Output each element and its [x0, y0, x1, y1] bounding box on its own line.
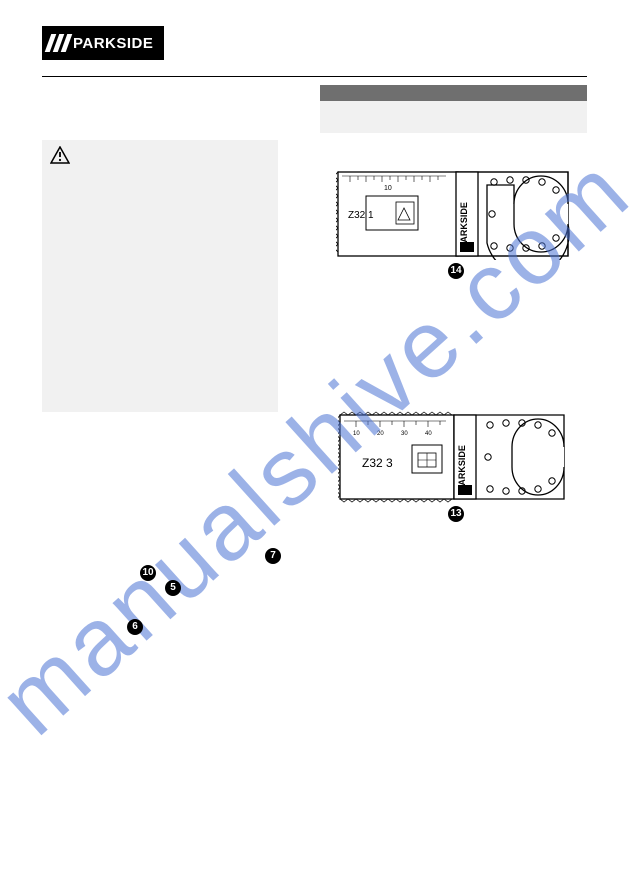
brand-name: PARKSIDE: [73, 35, 153, 52]
section-title-bar: [320, 85, 587, 101]
brand-badge: PARKSIDE: [42, 26, 164, 60]
scale-mark: 10: [384, 185, 392, 192]
blade-illustration-top: 10 Z32 1 PARKSIDE: [336, 168, 572, 260]
callout-6: 6: [127, 619, 143, 635]
brand-stripes-icon: [45, 34, 73, 52]
scale-mark: 30: [401, 431, 408, 437]
scale-mark: 10: [353, 431, 360, 437]
scale-mark: 20: [377, 431, 384, 437]
header: PARKSIDE: [42, 30, 587, 77]
manual-page: PARKSIDE: [0, 0, 629, 892]
callout-5: 5: [165, 580, 181, 596]
blade-model: Z32 1: [348, 210, 374, 221]
blade-brand: PARKSIDE: [459, 202, 469, 248]
blade-model: Z32 3: [362, 456, 393, 470]
blade-illustration-bottom: 10 20 30 40 Z32 3 PARKSIDE: [338, 411, 568, 503]
section-intro-box: [320, 101, 587, 133]
callout-13: 13: [448, 506, 464, 522]
callout-10: 10: [140, 565, 156, 581]
scale-mark: 40: [425, 431, 432, 437]
warning-box: [42, 140, 278, 412]
callout-7: 7: [265, 548, 281, 564]
callout-14: 14: [448, 263, 464, 279]
warning-icon: [50, 146, 70, 164]
blade-brand: PARKSIDE: [457, 445, 467, 491]
